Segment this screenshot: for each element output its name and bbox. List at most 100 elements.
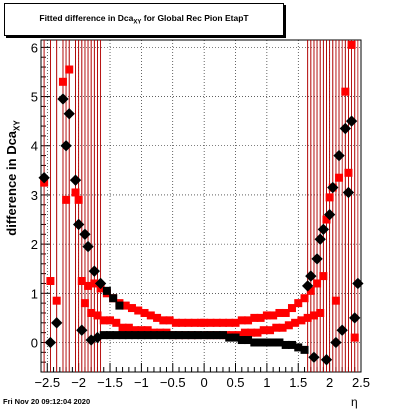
black-data-point	[342, 186, 355, 199]
red-data-point	[259, 326, 268, 335]
red-data-point	[322, 215, 331, 224]
black-data-point	[302, 280, 314, 292]
red-data-point	[319, 272, 328, 281]
black-data-point	[72, 218, 85, 231]
red-data-point	[153, 313, 162, 322]
black-data-point	[225, 333, 234, 342]
red-data-point	[287, 304, 296, 313]
red-data-point	[178, 318, 187, 327]
red-data-point	[46, 277, 55, 286]
red-data-point	[212, 318, 221, 327]
x-tick-label: 1	[263, 375, 270, 390]
red-data-point	[143, 326, 152, 335]
red-data-point	[250, 313, 259, 322]
black-data-point	[109, 294, 118, 303]
chart-title: Fitted difference in DcaXY for Global Re…	[39, 13, 249, 26]
red-data-point	[90, 279, 99, 288]
black-data-point	[79, 228, 91, 240]
red-data-point	[124, 323, 133, 332]
red-data-point	[344, 168, 353, 177]
red-data-point	[74, 195, 83, 204]
red-data-point	[71, 188, 80, 197]
red-data-point	[231, 318, 240, 327]
red-data-point	[131, 326, 140, 335]
red-data-point	[269, 311, 278, 320]
red-data-point	[134, 306, 143, 315]
black-data-point	[102, 286, 111, 295]
black-data-point	[82, 240, 94, 253]
black-data-point	[336, 324, 348, 336]
black-data-point	[287, 340, 296, 349]
black-data-point	[44, 336, 57, 349]
y-tick-label: 3	[31, 188, 38, 203]
red-data-point	[159, 316, 168, 325]
red-data-point	[87, 308, 96, 317]
red-data-point	[218, 318, 227, 327]
red-data-point	[165, 316, 174, 325]
black-data-point	[300, 345, 309, 354]
red-data-point	[266, 326, 275, 335]
black-data-point	[181, 331, 190, 340]
black-data-point	[193, 331, 202, 340]
black-data-point	[305, 270, 317, 282]
red-data-point	[275, 308, 284, 317]
y-tick-label: 6	[31, 40, 38, 55]
black-data-point	[317, 223, 330, 236]
red-data-point	[99, 316, 108, 325]
red-data-point	[247, 328, 256, 337]
black-data-point	[200, 331, 209, 340]
red-data-point	[335, 173, 344, 182]
red-data-point	[237, 316, 246, 325]
red-data-point	[262, 311, 271, 320]
black-data-point	[327, 181, 339, 194]
red-data-point	[225, 318, 234, 327]
black-data-point	[231, 333, 240, 342]
black-data-point	[149, 331, 158, 340]
black-data-point	[168, 331, 177, 340]
red-data-point	[184, 318, 193, 327]
timestamp: Fri Nov 20 09:12:04 2020	[3, 397, 91, 406]
red-data-point	[146, 311, 155, 320]
black-data-point	[275, 338, 284, 347]
red-data-point	[127, 304, 136, 313]
black-data-point	[38, 172, 50, 184]
x-axis-title: η	[351, 395, 358, 409]
red-data-point	[200, 318, 209, 327]
red-data-point	[244, 316, 253, 325]
x-tick-label: 2	[326, 375, 333, 390]
black-data-point	[262, 338, 271, 347]
x-tick-label: 0	[201, 375, 208, 390]
black-data-point	[112, 331, 121, 340]
black-data-point	[69, 174, 82, 186]
red-data-point	[80, 299, 89, 308]
red-data-point	[65, 65, 74, 74]
black-data-point	[311, 253, 323, 265]
black-data-point	[212, 331, 221, 340]
black-data-point	[124, 331, 133, 340]
red-data-point	[313, 279, 322, 288]
red-data-point	[272, 323, 281, 332]
red-data-point	[256, 313, 265, 322]
red-data-point	[77, 277, 86, 286]
black-data-point	[281, 340, 290, 349]
x-tick-label: −2.5	[34, 375, 60, 390]
red-data-point	[291, 318, 300, 327]
red-data-point	[294, 299, 303, 308]
x-tick-label: 2.5	[352, 375, 370, 390]
black-data-point	[323, 208, 336, 221]
y-tick-label: 5	[31, 90, 38, 105]
black-data-point	[218, 331, 227, 340]
y-axis-title: difference in DcaXY	[4, 120, 22, 236]
black-data-point	[51, 317, 63, 329]
red-data-point	[325, 193, 334, 202]
red-data-point	[58, 77, 67, 86]
red-data-point	[331, 296, 340, 305]
black-data-point	[88, 265, 100, 277]
black-data-point	[137, 331, 146, 340]
black-data-point	[349, 312, 361, 324]
x-tick-label: −2	[71, 375, 86, 390]
black-data-point	[294, 343, 303, 352]
red-data-point	[316, 308, 325, 317]
black-data-point	[99, 331, 108, 340]
